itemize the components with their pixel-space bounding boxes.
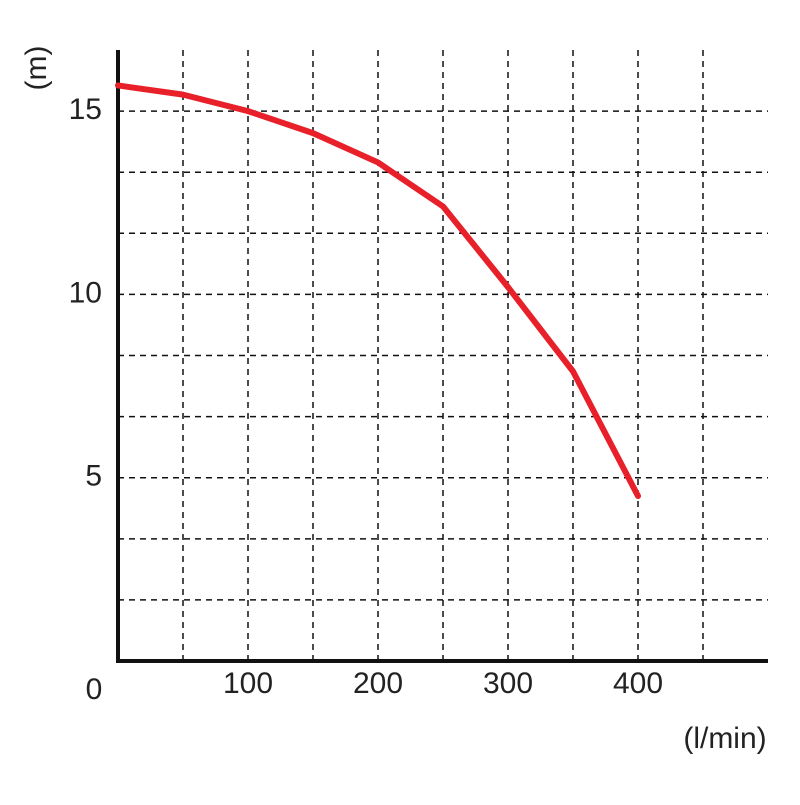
y-tick-label: 15: [69, 93, 102, 126]
x-tick-label: 300: [483, 667, 533, 700]
y-tick-label: 10: [69, 276, 102, 309]
x-tick-label: 100: [223, 667, 273, 700]
y-tick-label: 5: [85, 460, 102, 493]
y-axis-label: (m): [20, 46, 53, 91]
x-tick-label: 400: [613, 667, 663, 700]
x-tick-label: 0: [86, 673, 103, 706]
curve: [115, 82, 641, 500]
x-tick-label: 200: [353, 667, 403, 700]
x-axis-label: (l/min): [683, 722, 766, 755]
